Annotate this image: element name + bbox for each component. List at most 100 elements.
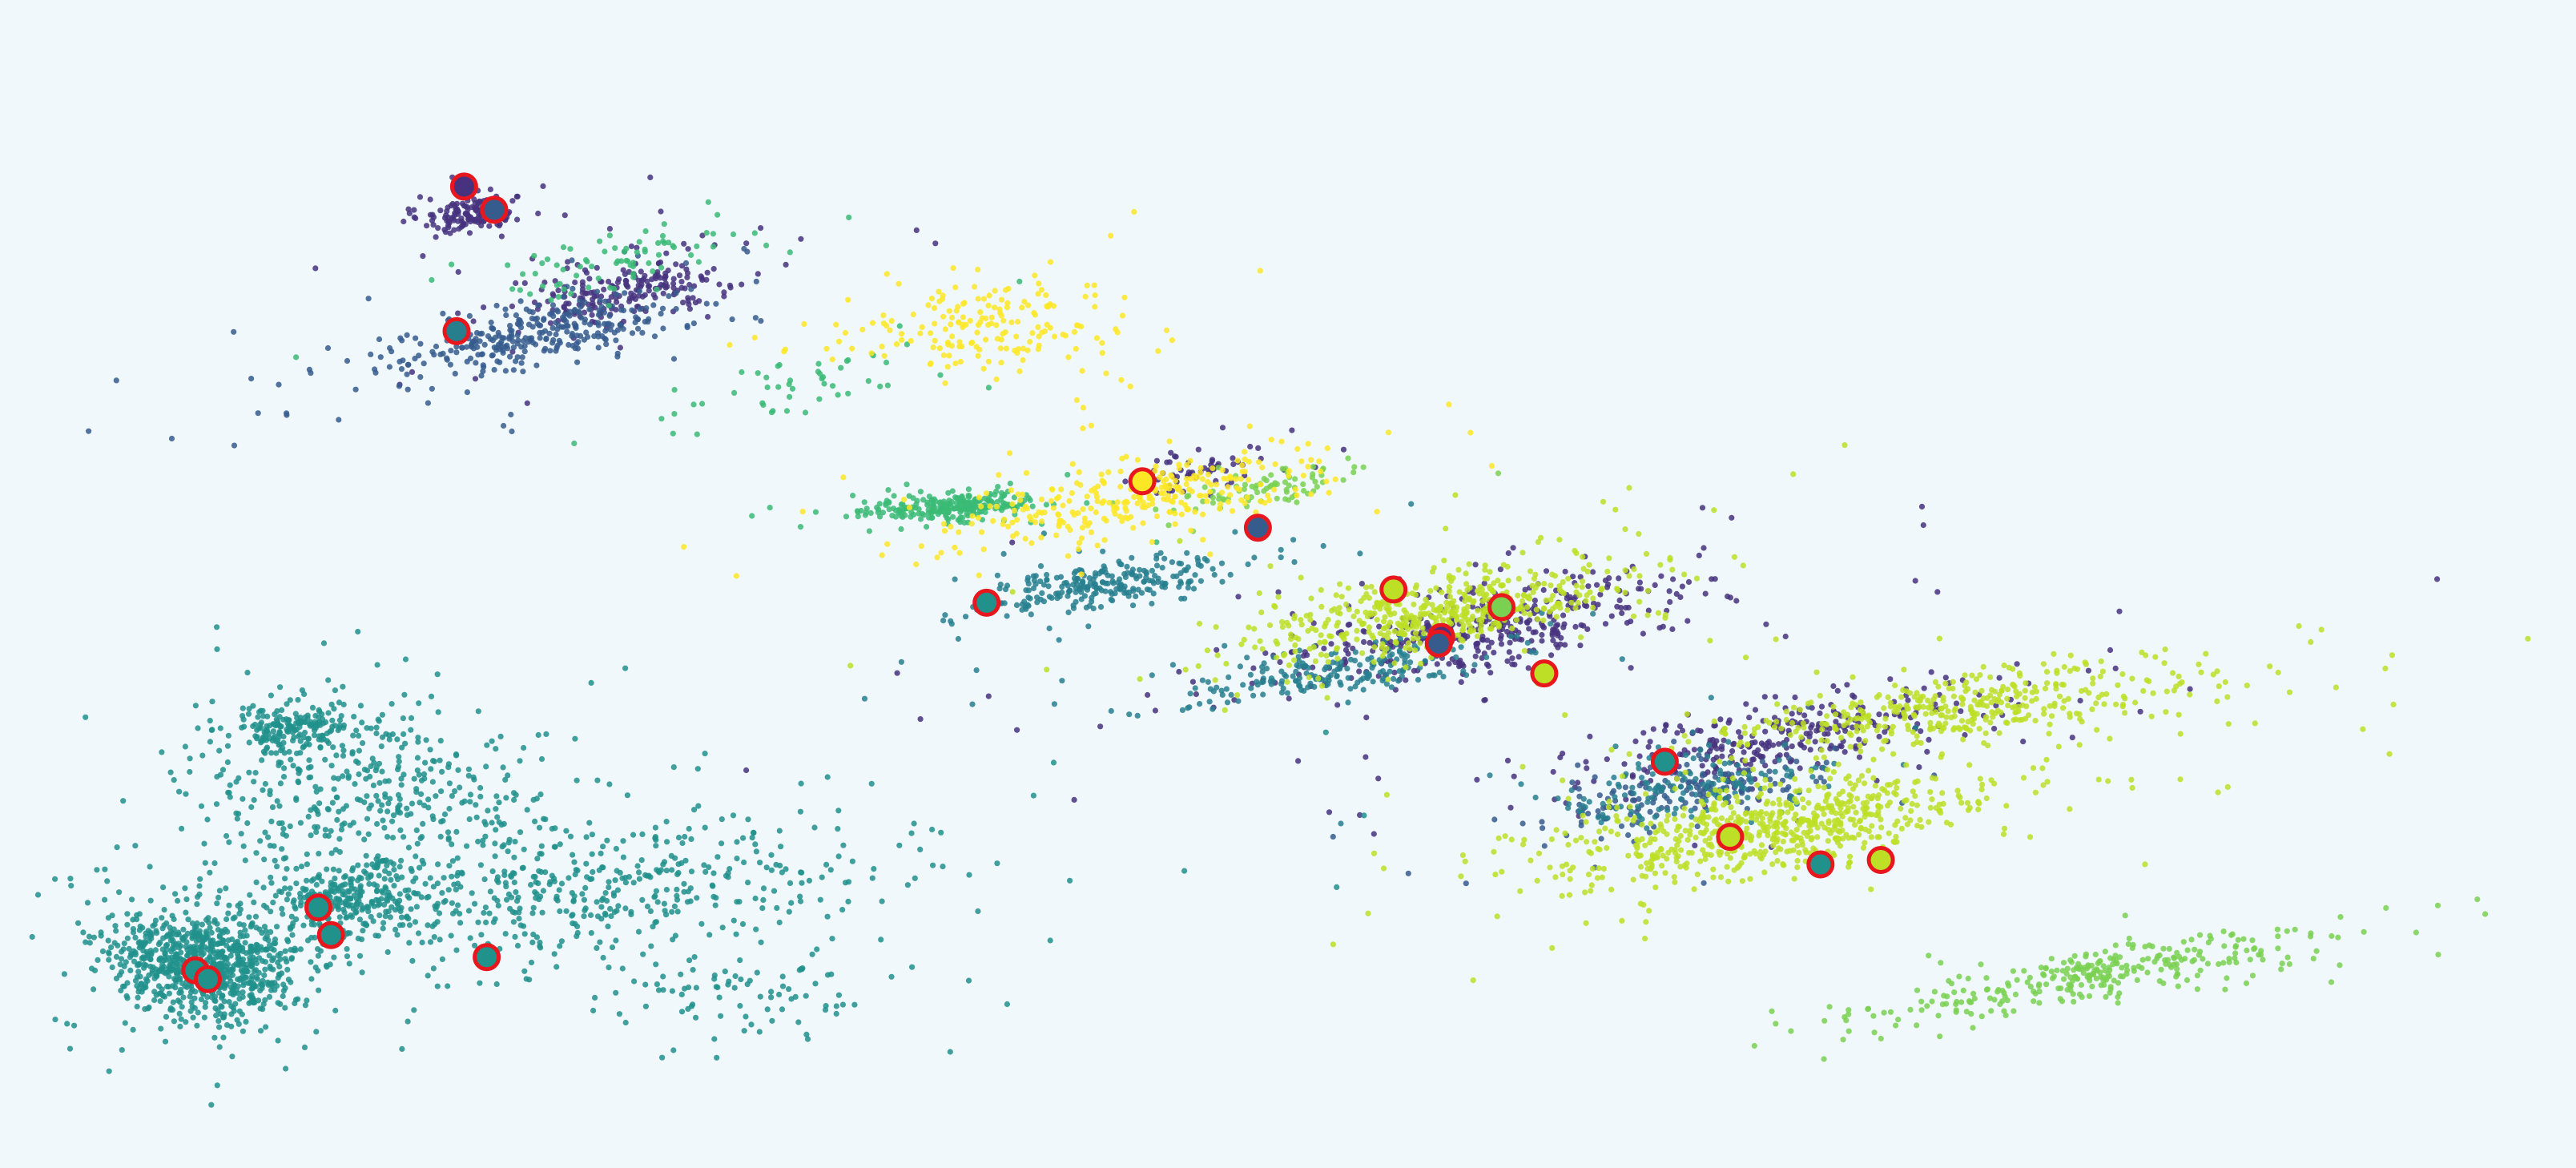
scatter-point: [292, 905, 299, 912]
scatter-point: [532, 271, 538, 277]
scatter-point: [945, 489, 952, 496]
scatter-point: [779, 973, 786, 980]
scatter-point: [440, 350, 446, 356]
scatter-point: [917, 846, 924, 852]
scatter-point: [135, 969, 142, 975]
scatter-point: [1711, 723, 1717, 729]
scatter-point: [906, 493, 912, 499]
scatter-point: [1487, 772, 1493, 779]
scatter-point: [170, 999, 176, 1005]
scatter-point: [1525, 665, 1532, 671]
scatter-point: [282, 948, 288, 954]
scatter-point: [257, 838, 264, 844]
scatter-point: [1383, 681, 1390, 687]
scatter-point: [328, 883, 334, 889]
scatter-point: [739, 920, 747, 928]
scatter-point: [674, 886, 680, 892]
scatter-point: [350, 732, 356, 739]
scatter-point: [710, 231, 717, 237]
scatter-point: [214, 1082, 220, 1089]
scatter-point: [936, 509, 943, 515]
scatter-point: [349, 749, 356, 755]
scatter-point: [546, 881, 553, 888]
scatter-point: [268, 750, 275, 756]
scatter-point: [638, 277, 646, 284]
scatter-point: [1557, 641, 1564, 647]
scatter-point: [327, 728, 333, 735]
scatter-point: [223, 942, 230, 948]
scatter-point: [1827, 745, 1833, 752]
scatter-point: [376, 912, 383, 919]
scatter-point: [529, 340, 536, 346]
scatter-point: [1671, 811, 1677, 817]
scatter-point: [760, 401, 767, 409]
scatter-point: [1511, 773, 1517, 779]
scatter-point: [434, 983, 441, 989]
scatter-point: [1711, 769, 1718, 776]
scatter-point: [917, 516, 924, 522]
scatter-point: [349, 876, 356, 882]
scatter-point: [2313, 948, 2320, 954]
scatter-point: [1830, 683, 1837, 690]
scatter-point: [681, 880, 687, 887]
scatter-point: [1067, 877, 1073, 884]
scatter-point: [261, 972, 268, 978]
scatter-point: [166, 973, 172, 980]
scatter-point: [495, 902, 501, 909]
scatter-point: [914, 497, 920, 504]
scatter-point: [177, 975, 183, 981]
scatter-point: [1595, 808, 1601, 815]
scatter-point: [226, 790, 232, 796]
scatter-point: [269, 804, 276, 811]
scatter-point: [332, 876, 338, 882]
scatter-point: [1618, 823, 1625, 829]
scatter-point: [553, 348, 559, 354]
scatter-point: [1124, 563, 1130, 570]
scatter-point: [1649, 771, 1656, 777]
scatter-point: [250, 982, 256, 989]
scatter-point: [1560, 624, 1567, 630]
scatter-point: [670, 276, 677, 282]
scatter-point: [300, 744, 306, 751]
scatter-point: [1302, 649, 1308, 655]
scatter-point: [652, 919, 658, 926]
scatter-point: [563, 908, 570, 914]
scatter-point: [1407, 659, 1414, 666]
scatter-point: [323, 719, 329, 726]
scatter-point: [453, 200, 461, 207]
scatter-point: [234, 1017, 240, 1023]
scatter-point: [570, 285, 576, 292]
scatter-point: [1543, 568, 1550, 574]
scatter-point: [295, 996, 301, 1002]
scatter-point: [417, 799, 423, 806]
scatter-point: [176, 989, 183, 996]
scatter-point: [1748, 779, 1754, 785]
scatter-point: [199, 752, 206, 759]
scatter-point: [463, 344, 470, 350]
scatter-point: [285, 728, 292, 735]
scatter-point: [871, 866, 877, 872]
scatter-point: [335, 906, 342, 912]
scatter-point: [428, 693, 435, 700]
scatter-point: [1211, 571, 1218, 578]
scatter-point: [1595, 814, 1601, 820]
scatter-point: [1705, 753, 1711, 760]
scatter-point: [670, 243, 676, 249]
scatter-point: [651, 333, 658, 340]
scatter-point: [1612, 794, 1618, 800]
scatter-point: [626, 874, 633, 880]
scatter-point: [276, 728, 283, 735]
scatter-point: [340, 725, 347, 731]
scatter-point: [272, 987, 278, 993]
scatter-point: [662, 274, 669, 280]
scatter-point: [1186, 704, 1193, 711]
scatter-point: [605, 923, 611, 929]
scatter-point: [268, 874, 274, 880]
scatter-point: [405, 361, 412, 368]
scatter-point: [449, 793, 456, 799]
scatter-point: [52, 1017, 58, 1023]
scatter-point: [99, 948, 107, 955]
scatter-point: [237, 929, 244, 936]
scatter-point: [1105, 580, 1111, 587]
scatter-point: [1838, 743, 1845, 750]
